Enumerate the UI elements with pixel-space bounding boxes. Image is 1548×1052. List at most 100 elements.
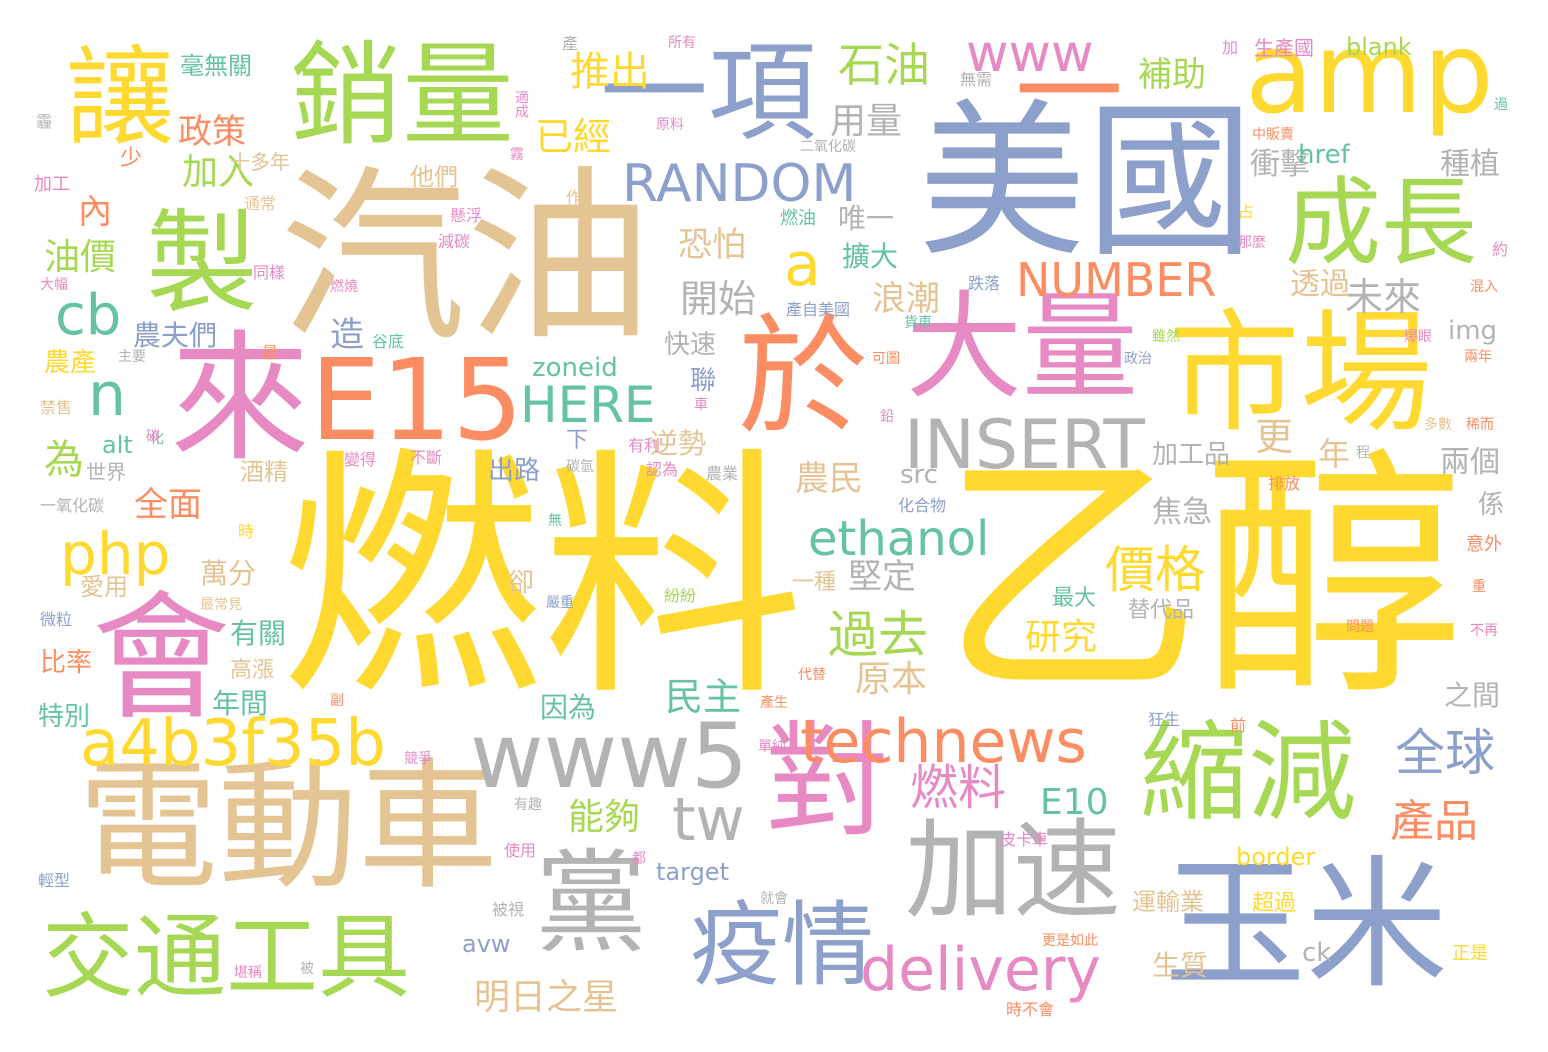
word-blank: blank [1346,33,1412,61]
word-jinshou: 禁售 [40,398,73,417]
word-zoneid: zoneid [532,353,618,383]
word-yiyanghuatan: 一氧化碳 [40,496,105,515]
word-mingrizhixing: 明日之星 [474,977,619,1018]
word-kaishi: 開始 [680,277,757,321]
word-tanqing: 碳氫 [566,459,594,475]
word-qiyou: 汽油 [280,149,653,366]
word-chengzhang: 成長 [1285,167,1477,279]
word-nongmin: 農民 [795,459,863,499]
word-daiti: 代替 [798,667,826,683]
word-kuoda: 擴大 [842,240,899,273]
word-nongchan: 農產 [44,348,97,378]
word-qian2: 鉛 [880,409,894,425]
word-weilai: 未來 [1345,275,1422,319]
word-liangge: 兩個 [1440,445,1500,480]
word-shiyou: 石油 [838,38,930,92]
word-xiaoliang: 銷量 [290,31,514,161]
word-quanmian: 全面 [134,485,202,525]
word-shengchanguo: 生產國 [1254,36,1314,60]
word-a4b3f35b: a4b3f35b [80,707,386,781]
word-jiasu: 加速 [905,809,1122,934]
word-nongye: 農業 [706,464,739,483]
word-zao: 造 [330,315,364,355]
word-chongji: 衝擊 [1250,147,1310,182]
word-beishi: 被視 [492,900,525,919]
word-renwei: 認為 [646,460,679,479]
word-shibuhui: 時不會 [1006,1000,1055,1019]
word-shengzhi: 生質 [1152,949,1209,982]
word-liangnian: 兩年 [1464,349,1492,365]
word-insert: INSERT [904,406,1145,485]
word-qian: 前 [1230,716,1247,735]
word-nenggou: 能夠 [568,797,641,838]
word-shijie: 世界 [86,460,126,484]
word-zhi: 製 [146,199,258,329]
word-zuida: 最大 [1052,586,1097,611]
word-suiran: 雖然 [1152,329,1180,345]
word-ranlao: 燃料 [280,426,804,731]
word-rang: 讓 [66,36,175,161]
word-guoqu: 過去 [828,606,928,664]
word-mai: 霾 [36,112,53,131]
word-danchun: 單純 [758,739,786,755]
word-youguan: 有關 [230,617,287,650]
word-zhijian: 之間 [1444,679,1501,712]
word-ck: ck [1302,938,1332,968]
word-huoche: 貨車 [904,315,932,331]
word-target: target [656,858,729,886]
word-here: HERE [520,376,656,434]
word-gudi: 谷底 [372,332,405,351]
word-dafu: 大幅 [40,277,68,293]
word-tidaipin: 替代品 [1128,598,1195,623]
word-tamen: 他們 [410,163,458,191]
word-gaozhang: 高漲 [230,658,275,683]
word-dieluo: 跌落 [968,274,1001,293]
word-que: 卻 [508,568,535,598]
word-tuichu: 推出 [570,49,650,95]
word-wanfen: 萬分 [200,557,257,590]
word-youjia: 油價 [44,237,117,278]
word-zhengce: 政策 [178,112,246,152]
word-hunru: 混入 [1470,279,1498,295]
word-touguo: 透過 [1290,267,1350,302]
word-shao: 少 [120,146,143,171]
word-baoyan: 爆眼 [1404,329,1432,345]
word-kongpa: 恐怕 [678,225,746,265]
word-zuo: 作 [566,188,583,207]
word-zhongzhi: 種植 [1440,147,1500,182]
word-wei: 為 [44,437,84,483]
word-che: 車 [694,397,708,413]
word-hui: 會 [92,578,231,739]
word-avw: avw [462,930,511,958]
word-yunshuye: 運輸業 [1132,888,1204,916]
word-chaoguo: 超過 [1252,891,1297,916]
word-dou: 都 [632,851,646,867]
word-ranliao-small: 燃料 [910,760,1007,816]
word-yongliang: 用量 [830,101,903,142]
word-youqu: 有趣 [514,797,542,813]
word-yichun: 乙醇 [940,426,1464,731]
word-name: 那麼 [1238,235,1266,251]
word-suoyou: 所有 [668,35,696,51]
word-zhong: 重 [1472,579,1486,595]
word-buzai: 不再 [1470,623,1498,639]
word-tongchang: 通常 [244,194,277,213]
word-href: href [1298,140,1350,170]
word-yanjiu: 研究 [1025,617,1098,658]
word-tebie: 特別 [38,702,91,732]
word-shi: 時 [238,522,255,541]
word-nei: 內 [78,192,112,232]
word-jingzheng: 競爭 [404,751,432,767]
word-yinwei: 因為 [540,691,597,724]
word-biande: 變得 [344,450,377,469]
word-zhongfanmai: 中販賣 [1252,127,1294,143]
word-delivery: delivery [860,935,1101,1005]
word-hua: 化 [150,431,164,447]
word-tan: 碳 [146,429,160,445]
word-nishi: 逆勢 [650,427,707,460]
word-shichang: 市場 [1168,297,1432,451]
word-yiqing: 疫情 [690,892,875,999]
word-nongfumen: 農夫們 [133,319,218,352]
word-kuangsheng: 狂生 [1148,710,1181,729]
word-chulu: 出路 [488,456,541,486]
